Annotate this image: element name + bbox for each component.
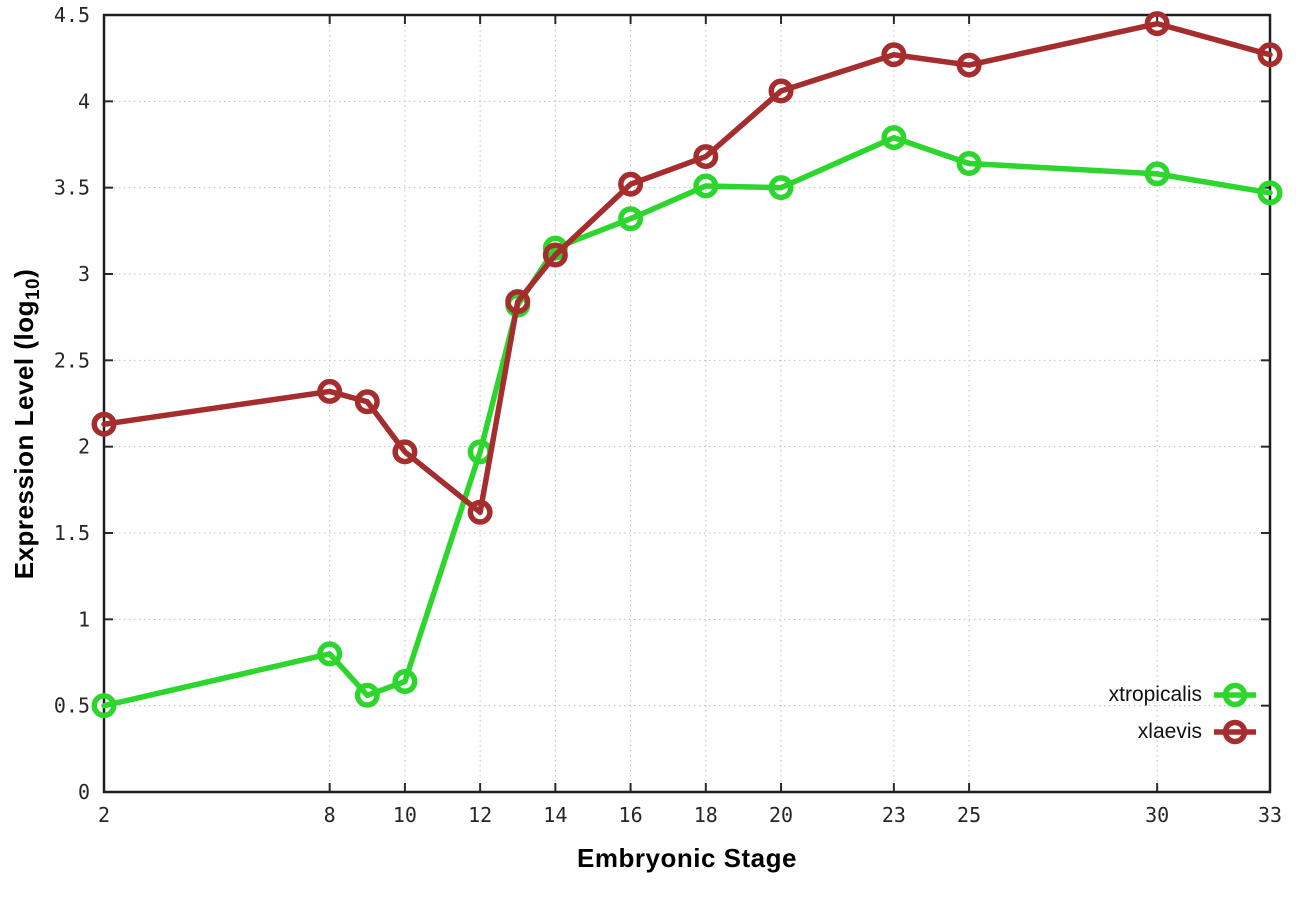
x-tick-label: 10 bbox=[393, 803, 417, 827]
data-point-xlaevis bbox=[542, 242, 568, 268]
data-point-xtropicalis bbox=[317, 641, 343, 667]
xtropicalis-line-marker-icon bbox=[1214, 682, 1256, 707]
plot-border bbox=[102, 13, 1272, 794]
y-axis-title-close: ) bbox=[8, 268, 39, 278]
data-point-xtropicalis bbox=[881, 125, 907, 151]
x-tick-label: 30 bbox=[1145, 803, 1169, 827]
x-tick-label: 23 bbox=[882, 803, 906, 827]
x-tick-label: 2 bbox=[98, 803, 110, 827]
series-line-xtropicalis bbox=[101, 134, 1273, 709]
data-point-xlaevis bbox=[91, 411, 117, 437]
y-tick-label: 0 bbox=[78, 780, 90, 804]
data-point-xlaevis bbox=[1144, 11, 1170, 37]
y-tick-label: 1 bbox=[78, 607, 90, 631]
x-tick-label: 8 bbox=[324, 803, 336, 827]
data-point-xtropicalis bbox=[354, 682, 380, 708]
x-tick-label: 16 bbox=[619, 803, 643, 827]
data-point-xlaevis bbox=[618, 171, 644, 197]
data-point-xtropicalis bbox=[618, 206, 644, 232]
y-tick-label: 2 bbox=[78, 435, 90, 459]
data-point-xlaevis bbox=[317, 378, 343, 404]
data-point-xlaevis bbox=[956, 52, 982, 78]
data-point-xlaevis bbox=[354, 389, 380, 415]
x-tick-label: 25 bbox=[957, 803, 981, 827]
y-tick-label: 2.5 bbox=[54, 348, 90, 372]
data-point-xtropicalis bbox=[693, 173, 719, 199]
y-tick-label: 0.5 bbox=[54, 694, 90, 718]
xlaevis-line-marker-icon bbox=[1214, 719, 1256, 744]
series-line-xlaevis bbox=[101, 20, 1273, 516]
y-tick-labels: 0 0.5 1 1.5 2 2.5 3 3.5 4 4.5 bbox=[54, 3, 90, 804]
data-point-xlaevis bbox=[881, 42, 907, 68]
data-point-xtropicalis bbox=[1257, 180, 1283, 206]
y-axis-title: Expression Level (log10) bbox=[9, 269, 45, 580]
x-tick-label: 33 bbox=[1258, 803, 1282, 827]
data-point-xtropicalis bbox=[392, 668, 418, 694]
series-xtropicalis bbox=[91, 125, 1283, 719]
y-tick-label: 4.5 bbox=[54, 3, 90, 27]
series-xlaevis bbox=[91, 11, 1283, 525]
x-tick-label: 18 bbox=[694, 803, 718, 827]
x-tick-label: 14 bbox=[543, 803, 567, 827]
y-tick-label: 1.5 bbox=[54, 521, 90, 545]
legend-item-xlaevis: xlaevis bbox=[1109, 713, 1258, 750]
y-axis-title-subscript: 10 bbox=[23, 277, 45, 301]
tick-marks bbox=[103, 14, 1271, 793]
data-point-xtropicalis bbox=[91, 693, 117, 719]
x-tick-labels: 2 8 10 12 14 16 18 20 23 25 30 33 bbox=[98, 803, 1282, 827]
y-tick-label: 3 bbox=[78, 262, 90, 286]
data-point-xlaevis bbox=[693, 144, 719, 170]
data-point-xlaevis bbox=[768, 78, 794, 104]
y-axis-title-text: Expression Level (log bbox=[8, 300, 39, 580]
legend-label-xtropicalis: xtropicalis bbox=[1108, 682, 1202, 706]
data-point-xlaevis bbox=[505, 289, 531, 315]
data-point-xlaevis bbox=[467, 499, 493, 525]
legend: xtropicalis xlaevis bbox=[1109, 676, 1258, 750]
legend-label-xlaevis: xlaevis bbox=[1137, 719, 1202, 743]
y-tick-label: 4 bbox=[78, 89, 90, 113]
legend-item-xtropicalis: xtropicalis bbox=[1109, 676, 1258, 713]
data-point-xtropicalis bbox=[956, 150, 982, 176]
data-point-xtropicalis bbox=[768, 175, 794, 201]
data-point-xlaevis bbox=[392, 439, 418, 465]
gridlines bbox=[103, 14, 1271, 793]
x-axis-title: Embryonic Stage bbox=[577, 843, 797, 873]
x-tick-label: 12 bbox=[468, 803, 492, 827]
data-point-xlaevis bbox=[1257, 42, 1283, 68]
x-tick-label: 20 bbox=[769, 803, 793, 827]
y-tick-label: 3.5 bbox=[54, 176, 90, 200]
data-point-xtropicalis bbox=[1144, 161, 1170, 187]
